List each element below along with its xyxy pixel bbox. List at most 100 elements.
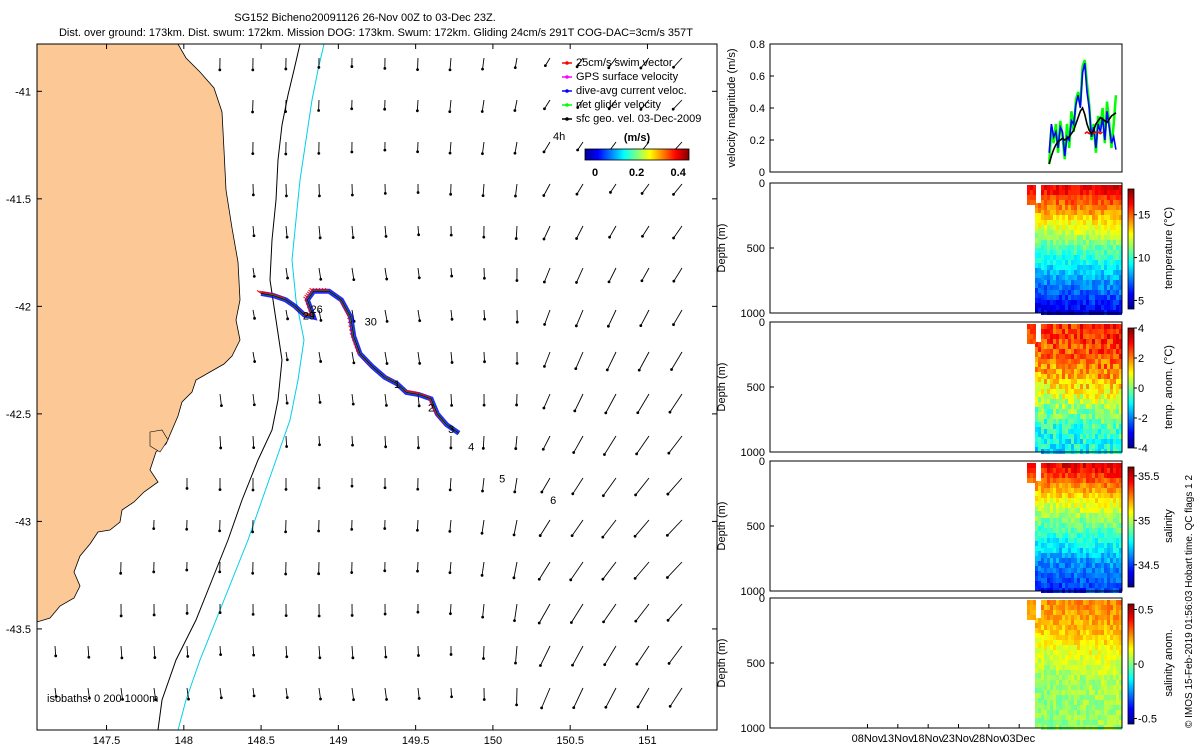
heatmap-cell: [1041, 498, 1044, 503]
current-arrow-head: [449, 233, 453, 237]
heatmap-cell: [1089, 553, 1092, 558]
heatmap-cell: [1050, 240, 1053, 245]
heatmap-cell: [1098, 695, 1101, 700]
heatmap-cell: [1041, 705, 1044, 710]
heatmap-cell: [1101, 389, 1104, 394]
current-arrow-shaft: [572, 645, 584, 666]
heatmap-cell: [1107, 468, 1110, 473]
heatmap-cell: [1056, 245, 1059, 250]
heatmap-cell: [1104, 600, 1107, 605]
heatmap-cell: [1047, 220, 1050, 225]
heatmap-cell: [1044, 329, 1047, 334]
heatmap-cell: [1053, 300, 1056, 305]
heatmap-cell: [1050, 379, 1053, 384]
heatmap-cell: [1119, 508, 1122, 513]
heatmap-cell: [1086, 620, 1089, 625]
heatmap-cell: [1047, 508, 1050, 513]
heatmap-cell: [1077, 190, 1080, 195]
heatmap-cell: [1089, 394, 1092, 399]
heatmap-cell: [1089, 473, 1092, 478]
heatmap-cell: [1062, 359, 1065, 364]
heatmap-cell: [1107, 710, 1110, 715]
current-arrow-head: [449, 653, 453, 656]
heatmap-cell: [1107, 620, 1110, 625]
heatmap-cell: [1086, 255, 1089, 260]
heatmap-cell: [1071, 578, 1074, 583]
heatmap-cell: [1053, 414, 1056, 419]
heatmap-cell: [1095, 715, 1098, 720]
heatmap-cell: [1116, 625, 1119, 630]
heatmap-cell: [1107, 374, 1110, 379]
heatmap-cell: [1053, 640, 1056, 645]
heatmap-cell: [1035, 481, 1038, 486]
current-arrow-head: [666, 576, 669, 579]
current-arrow-shaft: [318, 267, 322, 280]
heatmap-cell: [1044, 543, 1047, 548]
heatmap-cell: [1107, 389, 1110, 394]
heatmap-cell: [1044, 255, 1047, 260]
heatmap-cell: [1062, 389, 1065, 394]
heatmap-cell: [1068, 508, 1071, 513]
heatmap-cell: [1101, 548, 1104, 553]
heatmap-cell: [1077, 220, 1080, 225]
heatmap-cell: [1050, 620, 1053, 625]
heatmap-y-tick-label: 500: [747, 243, 765, 255]
heatmap-cell: [1065, 374, 1068, 379]
heatmap-cell: [1071, 705, 1074, 710]
heatmap-cell: [1056, 493, 1059, 498]
heatmap-cell: [1056, 640, 1059, 645]
heatmap-cell: [1035, 243, 1038, 248]
heatmap-cell: [1077, 295, 1080, 300]
heatmap-cell: [1086, 424, 1089, 429]
heatmap-cell: [1089, 558, 1092, 563]
heatmap-cell: [1035, 437, 1038, 442]
heatmap-cell: [1107, 600, 1110, 605]
heatmap-cell: [1047, 568, 1050, 573]
heatmap-cell: [1027, 478, 1030, 483]
heatmap-cell: [1041, 290, 1044, 295]
heatmap-cell: [1077, 409, 1080, 414]
heatmap-cell: [1047, 558, 1050, 563]
heatmap-cell: [1044, 493, 1047, 498]
heatmap-cell: [1065, 364, 1068, 369]
heatmap-cell: [1038, 352, 1041, 357]
heatmap-cell: [1086, 578, 1089, 583]
heatmap-cell: [1104, 349, 1107, 354]
heatmap-cell: [1062, 205, 1065, 210]
heatmap-cell: [1059, 463, 1062, 468]
heatmap-cell: [1086, 295, 1089, 300]
heatmap-cell: [1053, 660, 1056, 665]
heatmap-cell: [1104, 720, 1107, 725]
heatmap-cell: [1047, 419, 1050, 424]
heatmap-cell: [1056, 543, 1059, 548]
heatmap-cell: [1083, 339, 1086, 344]
heatmap-cell: [1074, 240, 1077, 245]
heatmap-cell: [1098, 339, 1101, 344]
heatmap-cell: [1083, 414, 1086, 419]
current-arrow-shaft: [606, 351, 617, 371]
heatmap-cell: [1059, 528, 1062, 533]
current-arrow-shaft: [544, 99, 551, 109]
heatmap-cell: [1101, 300, 1104, 305]
heatmap-cell: [1041, 329, 1044, 334]
heatmap-cell: [1104, 568, 1107, 573]
heatmap-cell: [1104, 424, 1107, 429]
heatmap-cell: [1101, 374, 1104, 379]
heatmap-cell: [1098, 324, 1101, 329]
heatmap-cell: [1080, 275, 1083, 280]
heatmap-cell: [1110, 640, 1113, 645]
heatmap-cell: [1053, 324, 1056, 329]
heatmap-cell: [1053, 605, 1056, 610]
heatmap-cell: [1107, 190, 1110, 195]
heatmap-cell: [1074, 270, 1077, 275]
heatmap-cell: [1098, 568, 1101, 573]
heatmap-cell: [1083, 573, 1086, 578]
heatmap-cell: [1080, 615, 1083, 620]
heatmap-cell: [1041, 245, 1044, 250]
heatmap-cell: [1041, 210, 1044, 215]
heatmap-cell: [1059, 615, 1062, 620]
heatmap-cell: [1059, 270, 1062, 275]
heatmap-cell: [1050, 324, 1053, 329]
heatmap-cell: [1110, 439, 1113, 444]
heatmap-cell: [1080, 300, 1083, 305]
